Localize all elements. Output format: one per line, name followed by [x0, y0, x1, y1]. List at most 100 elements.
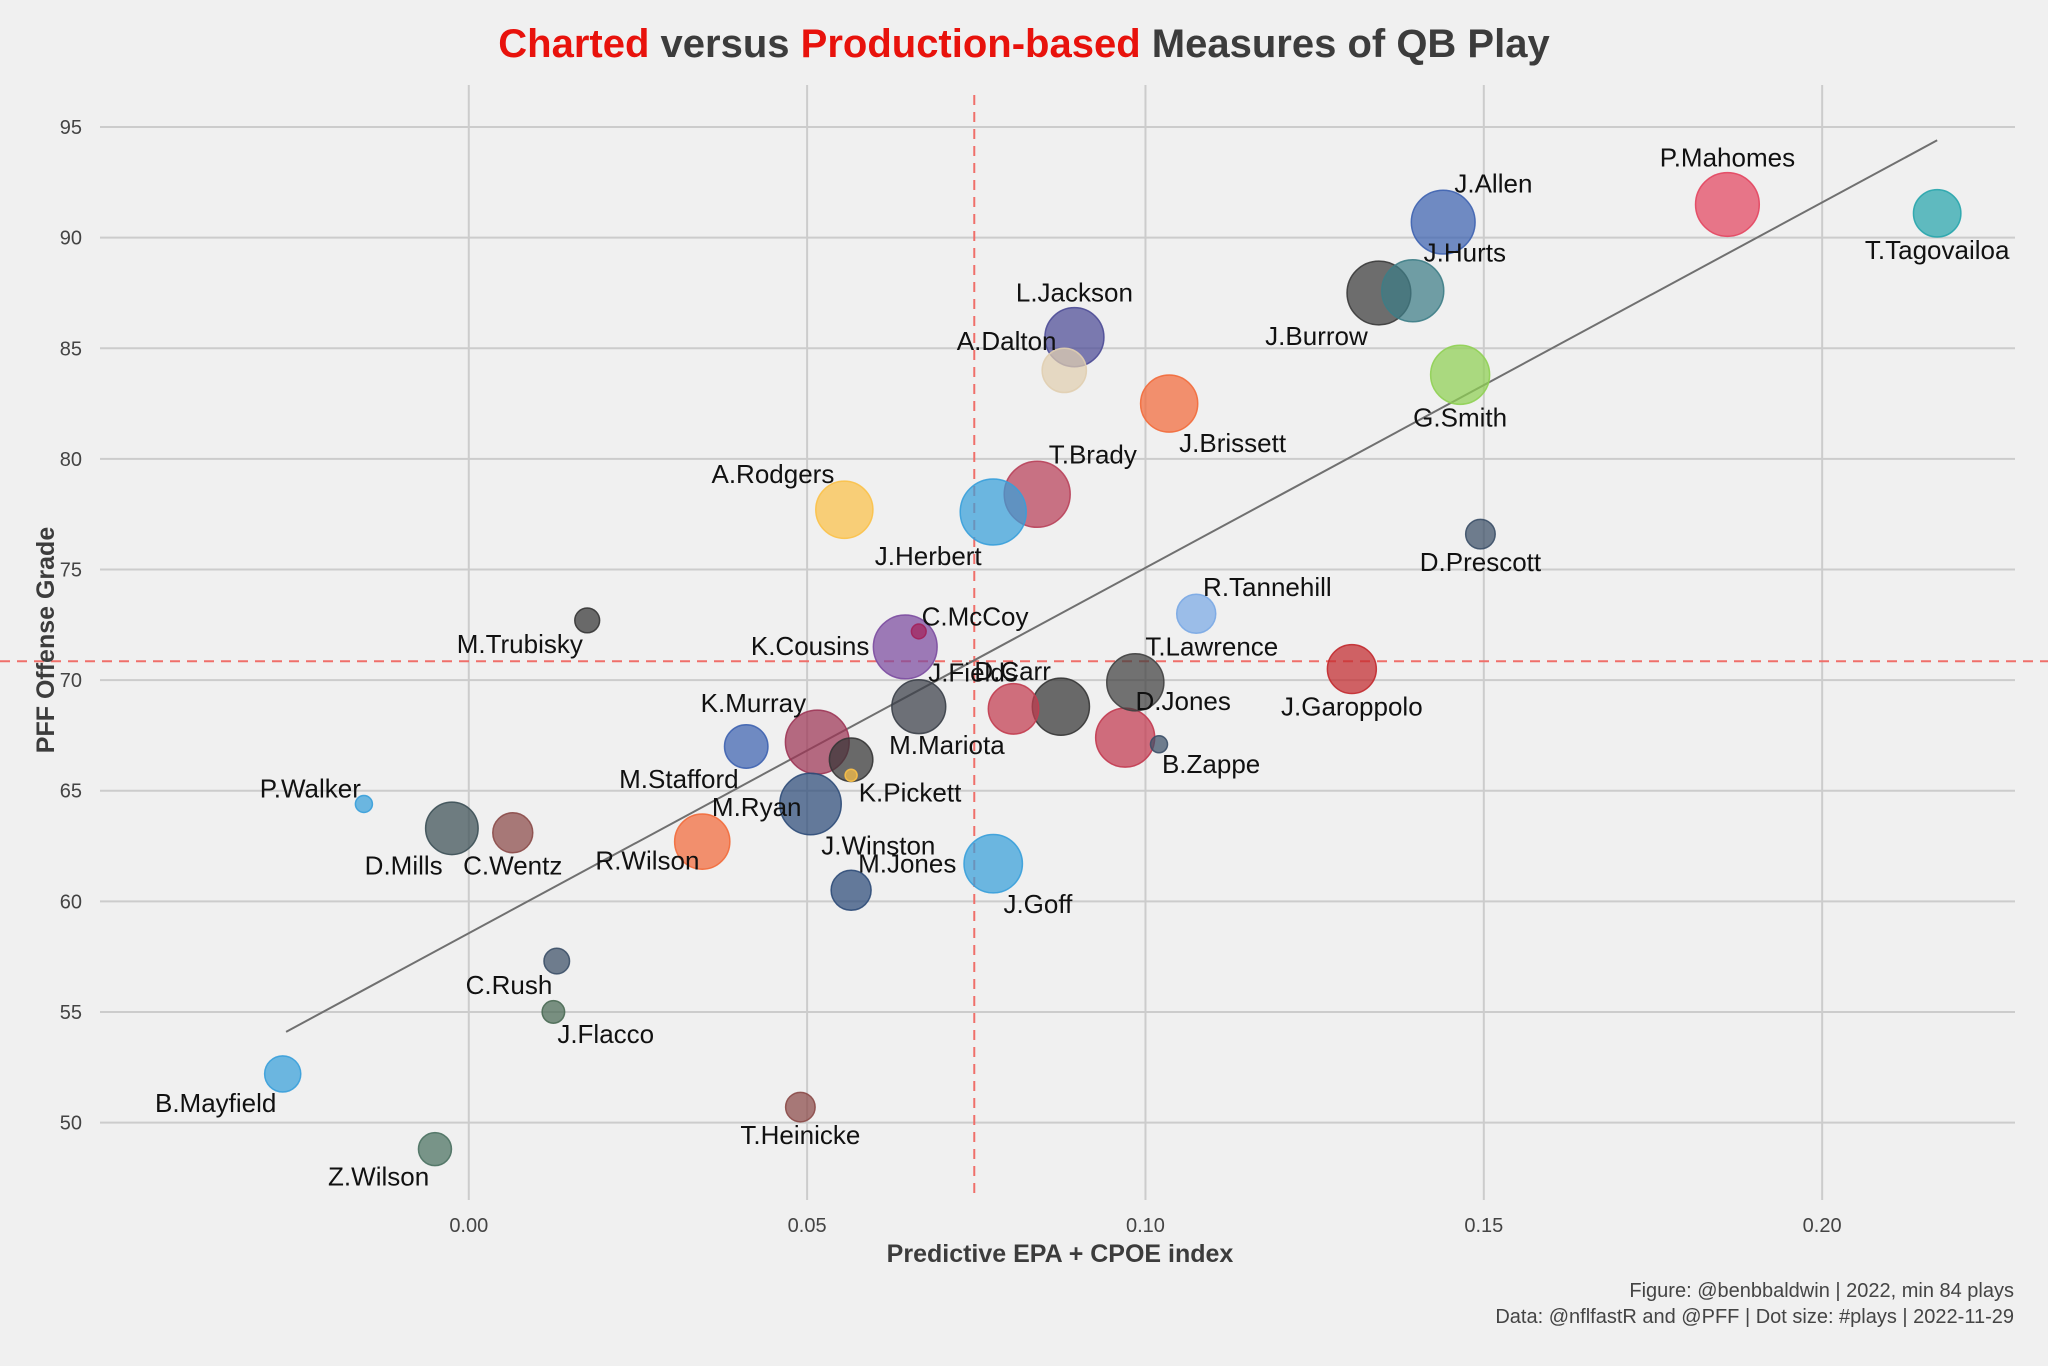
- point-a-rodgers: [815, 480, 874, 540]
- point-j-allen: [1410, 189, 1476, 255]
- figure-caption: Figure: @benbbaldwin | 2022, min 84 play…: [1495, 1278, 2014, 1330]
- label-a-rodgers: A.Rodgers: [711, 459, 834, 489]
- label-j-brissett: J.Brissett: [1179, 428, 1287, 458]
- trend-line: [285, 139, 1938, 1033]
- label-c-mccoy: C.McCoy: [922, 601, 1029, 631]
- y-tick-label: 90: [60, 228, 82, 250]
- point-j-fields: [891, 678, 947, 735]
- point-d-jones: [1094, 707, 1156, 768]
- grid-lines: [100, 85, 2015, 1200]
- point-j-herbert: [959, 478, 1027, 546]
- point-c-wentz: [492, 812, 534, 854]
- label-g-smith: G.Smith: [1413, 402, 1507, 432]
- label-k-murray: K.Murray: [701, 688, 806, 718]
- point-t-heinicke: [784, 1091, 816, 1123]
- x-tick-label: 0.15: [1464, 1215, 1503, 1237]
- label-j-burrow: J.Burrow: [1265, 321, 1368, 351]
- point-t-lawrence: [1105, 652, 1165, 712]
- point-m-trubisky: [574, 607, 601, 634]
- label-m-ryan: M.Ryan: [712, 792, 802, 822]
- label-t-brady: T.Brady: [1049, 439, 1137, 469]
- point-b-mayfield: [263, 1055, 302, 1093]
- x-tick-label: 0.00: [449, 1215, 488, 1237]
- point-a-dalton: [1041, 347, 1088, 394]
- caption-line-1: Figure: @benbbaldwin | 2022, min 84 play…: [1629, 1280, 2014, 1302]
- point-d-prescott: [1464, 518, 1496, 550]
- x-tick-label: 0.10: [1126, 1215, 1165, 1237]
- point-r-tannehill: [1175, 593, 1217, 635]
- label-b-zappe: B.Zappe: [1162, 749, 1260, 779]
- point-p-walker: [354, 794, 374, 814]
- y-tick-label: 70: [60, 670, 82, 692]
- label-k-cousins: K.Cousins: [751, 631, 870, 661]
- label-r-tannehill: R.Tannehill: [1203, 572, 1332, 602]
- point-j-hurts: [1380, 258, 1445, 323]
- data-points: [263, 171, 1962, 1167]
- label-k-pickett: K.Pickett: [859, 777, 962, 807]
- label-j-allen: J.Allen: [1454, 168, 1532, 198]
- point-g-smith: [1429, 344, 1491, 406]
- y-tick-label: 85: [60, 338, 82, 360]
- point-j-brissett: [1139, 374, 1199, 433]
- label-l-jackson: L.Jackson: [1016, 278, 1133, 308]
- label-c-rush: C.Rush: [466, 970, 553, 1000]
- label-m-stafford: M.Stafford: [619, 764, 738, 794]
- point-m-stafford: [723, 724, 769, 769]
- point-c-mccoy: [910, 623, 927, 640]
- label-j-goff: J.Goff: [1003, 889, 1073, 919]
- trend-line-group: [285, 139, 1938, 1033]
- point-m-jones: [830, 869, 872, 912]
- label-t-heinicke: T.Heinicke: [740, 1120, 860, 1150]
- label-d-mills: D.Mills: [365, 851, 443, 881]
- label-r-wilson: R.Wilson: [595, 846, 699, 876]
- point-c-rush: [543, 947, 571, 975]
- label-j-herbert: J.Herbert: [875, 541, 983, 571]
- x-tick-label: 0.20: [1803, 1215, 1842, 1237]
- point-d-carr: [1031, 677, 1091, 736]
- label-t-tagovailoa: T.Tagovailoa: [1865, 235, 2010, 265]
- point-j-goff: [963, 833, 1024, 894]
- chart-title: Charted versus Production-based Measures…: [0, 22, 2048, 67]
- y-tick-label: 75: [60, 559, 82, 581]
- x-axis-label: Predictive EPA + CPOE index: [887, 1240, 1234, 1268]
- label-b-mayfield: B.Mayfield: [155, 1088, 276, 1118]
- label-d-carr: D.Carr: [974, 656, 1051, 686]
- point-m-mariota: [987, 682, 1040, 735]
- label-m-trubisky: M.Trubisky: [457, 629, 583, 659]
- label-j-fields: J.Fields: [928, 658, 1018, 688]
- point-b-zappe: [1149, 734, 1169, 754]
- point-m-ryan: [673, 813, 731, 870]
- point-j-winston: [779, 772, 842, 836]
- y-axis-label: PFF Offense Grade: [32, 527, 60, 754]
- label-m-jones: M.Jones: [858, 848, 956, 878]
- point-d-mills: [424, 801, 479, 856]
- label-t-lawrence: T.Lawrence: [1145, 632, 1278, 662]
- y-tick-label: 60: [60, 891, 82, 913]
- y-tick-label: 55: [60, 1002, 82, 1024]
- point-z-wilson: [417, 1131, 453, 1167]
- axis-ticks: 50 55 60 65 70 75 80 85 90 95 0.00 0.05 0.10 0.15 0.20: [60, 117, 1842, 1237]
- label-c-wentz: C.Wentz: [463, 851, 562, 881]
- label-j-garoppolo: J.Garoppolo: [1281, 692, 1423, 722]
- label-z-wilson: Z.Wilson: [328, 1162, 429, 1192]
- label-p-walker: P.Walker: [260, 773, 361, 803]
- caption-line-2: Data: @nflfastR and @PFF | Dot size: #pl…: [1495, 1306, 2014, 1328]
- y-tick-label: 95: [60, 117, 82, 139]
- point-j-winston: [844, 768, 858, 783]
- y-tick-label: 80: [60, 449, 82, 471]
- y-tick-label: 50: [60, 1113, 82, 1135]
- x-tick-label: 0.05: [788, 1215, 827, 1237]
- point-j-flacco: [541, 999, 566, 1024]
- point-p-mahomes: [1694, 171, 1761, 238]
- label-m-mariota: M.Mariota: [889, 730, 1005, 760]
- title-versus: versus: [649, 22, 801, 66]
- title-charted: Charted: [498, 22, 650, 66]
- label-p-mahomes: P.Mahomes: [1660, 143, 1795, 173]
- title-rest: Measures of QB Play: [1140, 22, 1550, 66]
- label-d-prescott: D.Prescott: [1420, 547, 1542, 577]
- label-j-hurts: J.Hurts: [1424, 238, 1506, 268]
- point-labels: P.Mahomes T.Tagovailoa J.Allen J.Burrow J.Hu…: [155, 143, 2010, 1192]
- point-t-tagovailoa: [1912, 188, 1962, 238]
